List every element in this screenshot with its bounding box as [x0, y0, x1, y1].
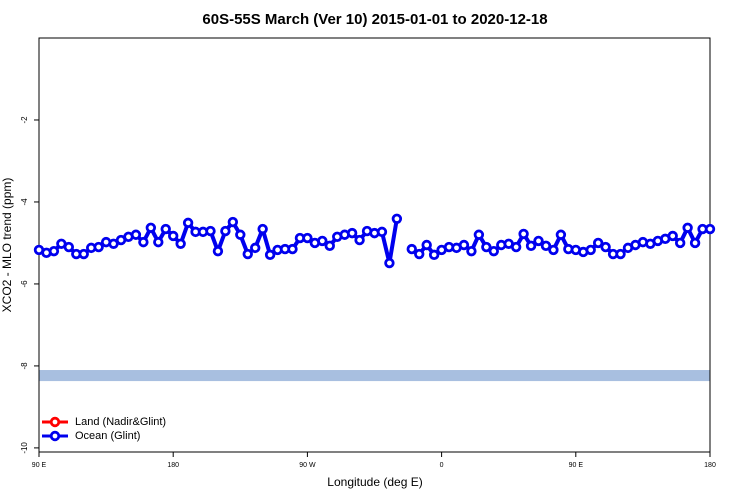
data-point	[592, 237, 604, 249]
data-point	[63, 241, 75, 253]
data-point	[242, 248, 253, 260]
shaded-band	[39, 370, 710, 382]
y-axis-label: XCO2 - MLO trend (ppm)	[0, 178, 14, 313]
data-point	[145, 222, 157, 233]
x-axis-label: Longitude (deg E)	[327, 475, 422, 489]
data-point	[689, 237, 701, 249]
data-point	[421, 239, 432, 251]
x-tick-label: 90 W	[299, 462, 316, 469]
data-point	[414, 248, 425, 260]
data-point	[548, 244, 559, 256]
x-tick-label: 180	[167, 462, 179, 469]
data-point	[667, 230, 678, 242]
x-tick-label: 90 E	[32, 462, 47, 469]
data-point	[250, 242, 261, 254]
data-point	[264, 249, 276, 261]
data-point	[376, 226, 388, 238]
data-point	[175, 238, 186, 249]
legend-marker	[49, 430, 61, 442]
data-point	[458, 239, 470, 251]
y-tick-label: -8	[20, 362, 29, 370]
data-point	[138, 236, 149, 248]
data-point	[615, 248, 626, 260]
legend-label: Land (Nadir&Glint)	[75, 416, 166, 428]
data-point	[257, 223, 268, 235]
data-point	[354, 234, 365, 246]
y-tick-label: -10	[20, 442, 29, 454]
data-point	[682, 222, 693, 233]
data-point	[391, 213, 403, 224]
y-tick-label: -4	[20, 198, 29, 206]
data-point	[48, 245, 60, 257]
data-point	[540, 240, 552, 252]
data-point	[182, 217, 194, 229]
data-point	[518, 228, 529, 240]
y-tick-label: -2	[20, 116, 29, 124]
legend-marker	[49, 416, 61, 428]
data-point	[227, 216, 239, 228]
data-point	[525, 240, 537, 252]
x-tick-label: 180	[704, 462, 716, 469]
data-point	[510, 241, 522, 253]
data-point	[600, 241, 611, 253]
series-line	[38, 218, 399, 266]
legend-label: Ocean (Glint)	[75, 430, 140, 442]
data-point	[346, 227, 358, 239]
data-point	[235, 229, 246, 240]
data-point	[78, 248, 89, 260]
data-point	[287, 243, 298, 255]
data-point	[466, 245, 477, 257]
data-point	[384, 257, 395, 269]
data-point	[488, 245, 499, 257]
data-point	[481, 241, 492, 253]
data-point	[160, 223, 171, 235]
data-point	[220, 225, 231, 237]
data-point	[205, 225, 216, 237]
data-point	[167, 230, 179, 242]
data-point	[428, 249, 440, 261]
data-point	[153, 236, 164, 248]
data-point	[533, 235, 544, 247]
data-point	[130, 229, 142, 240]
x-tick-label: 0	[440, 462, 444, 469]
x-tick-label: 90 E	[569, 462, 584, 469]
data-point	[473, 229, 485, 240]
data-point	[406, 243, 417, 255]
chart-title: 60S-55S March (Ver 10) 2015-01-01 to 202…	[202, 11, 547, 28]
data-point	[302, 232, 313, 244]
y-tick-label: -6	[20, 280, 29, 288]
data-point	[212, 245, 224, 257]
data-point	[704, 223, 716, 235]
data-point	[93, 241, 104, 253]
data-point	[555, 229, 567, 240]
data-point	[317, 235, 328, 247]
data-point	[324, 240, 335, 252]
data-point	[585, 244, 596, 256]
data-point	[674, 237, 686, 249]
